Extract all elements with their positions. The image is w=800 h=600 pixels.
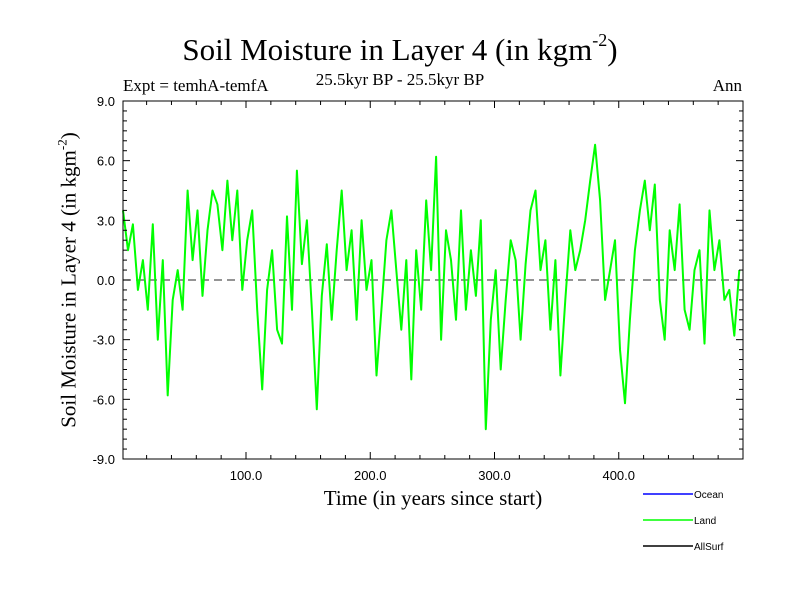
series-layer <box>122 143 743 431</box>
y-tick-label: 6.0 <box>97 154 115 169</box>
axes-layer: -9.0 -6.0 -3.0 0.0 3.0 6.0 9.0 100.0 200.0 300.0 4… <box>93 94 744 483</box>
x-tick-label: 200.0 <box>354 468 387 483</box>
y-tick-label: 9.0 <box>97 94 115 109</box>
x-tick-label: 100.0 <box>230 468 263 483</box>
series-line-land <box>122 143 741 431</box>
y-tick-label: -3.0 <box>93 333 115 348</box>
experiment-label: Expt = temhA-temfA <box>123 76 269 95</box>
y-tick-label: -6.0 <box>93 392 115 407</box>
legend: Ocean Land AllSurf <box>643 490 724 553</box>
x-tick-label: 400.0 <box>602 468 635 483</box>
legend-label-land: Land <box>694 516 716 527</box>
y-tick-label: 0.0 <box>97 273 115 288</box>
season-label: Ann <box>712 76 742 95</box>
chart-title: Soil Moisture in Layer 4 (in kgm-2) <box>182 30 618 67</box>
x-axis-label: Time (in years since start) <box>323 486 543 510</box>
y-tick-label: 3.0 <box>97 213 115 228</box>
legend-label-allsurf: AllSurf <box>694 542 724 553</box>
y-tick-label: -9.0 <box>93 452 115 467</box>
chart-subtitle: 25.5kyr BP - 25.5kyr BP <box>315 70 485 89</box>
legend-label-ocean: Ocean <box>694 490 723 501</box>
x-tick-label: 300.0 <box>478 468 511 483</box>
